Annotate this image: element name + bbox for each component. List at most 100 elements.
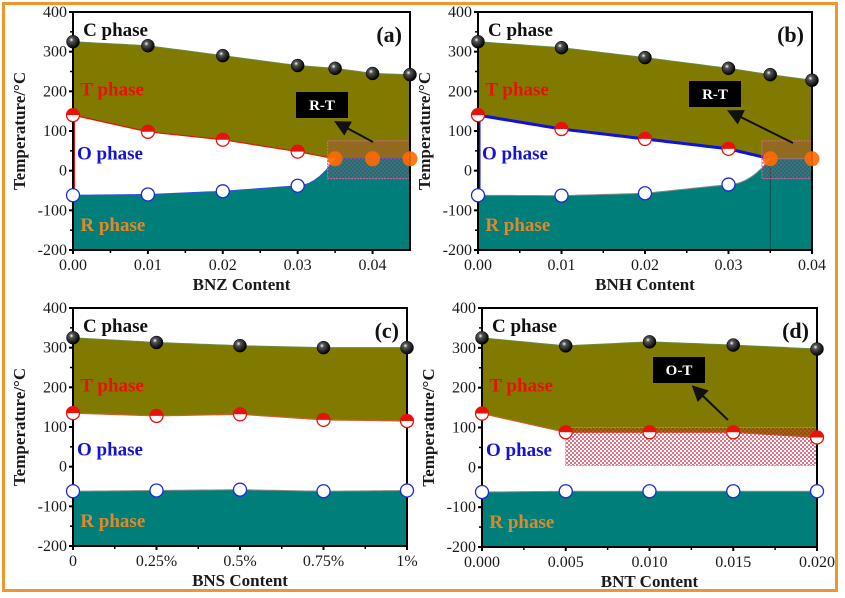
y-tick-label: -100 [447, 499, 476, 516]
y-tick-label: 300 [43, 340, 67, 357]
tot-data-point-fill [141, 125, 155, 132]
r-phase-region [73, 158, 410, 250]
phase-label-r: R phase [489, 512, 554, 533]
tc-data-point [763, 67, 777, 82]
r-phase-region [73, 489, 407, 546]
panel-a: R-T -200 -100 0 100 200 300 400 0.00 0.01 0.02 0.03… [10, 4, 418, 294]
tot-data-point-fill [216, 133, 230, 140]
y-tick-label: -100 [38, 498, 67, 515]
tc-data-point [149, 335, 164, 350]
tot-data-point-fill [555, 122, 568, 130]
tro-data-point [215, 184, 230, 199]
tc-data-point [471, 35, 485, 49]
tro-data-point [726, 484, 741, 499]
phase-label-r: R phase [485, 215, 550, 236]
tot-data-point-fill [400, 414, 414, 422]
x-tick-label: 0.01 [134, 257, 162, 274]
y-tick-label: -200 [443, 242, 472, 259]
tot-data-point-fill [475, 407, 489, 414]
x-tick-label: 0.00 [59, 257, 87, 274]
r-phase-region [482, 491, 817, 547]
figure-frame [2, 2, 838, 592]
t-phase-region [73, 337, 407, 422]
phase-label-t: T phase [485, 79, 549, 100]
x-tick-label: 0.04 [359, 257, 387, 274]
t-phase-region [73, 41, 410, 159]
y-tick-label: 100 [43, 419, 67, 436]
y-axis-title: Temperature/°C [419, 368, 438, 486]
panel-letter: (d) [782, 318, 809, 343]
annotation-arrow [727, 110, 794, 144]
tro-data-point [149, 483, 164, 498]
tc-data-point [328, 61, 342, 76]
panel-d: O-T -200 -100 0 100 200 300 400 0.000 0.005 0.010 0… [419, 300, 835, 591]
tro-data-point [558, 484, 573, 499]
x-tick-label: 1% [396, 553, 417, 570]
ot-boundary-line [477, 113, 768, 160]
y-tick-label: -200 [447, 539, 476, 556]
x-axis-title: BNT Content [601, 572, 699, 591]
tc-data-point [810, 342, 824, 356]
tro-data-point [140, 187, 156, 202]
tc-data-point [400, 340, 414, 355]
y-tick-label: 200 [43, 379, 67, 396]
t-phase-region [482, 337, 817, 438]
tc-data-point [290, 58, 305, 73]
tc-data-point [66, 35, 80, 49]
phase-label-c: C phase [488, 20, 553, 41]
x-tick-label: 0.010 [632, 554, 668, 571]
x-tick-label: 0.015 [715, 554, 751, 571]
x-tick-label: 0.75% [303, 553, 344, 570]
tro-data-point [637, 186, 653, 201]
tc-data-point [638, 50, 652, 65]
annotation-box [296, 92, 348, 118]
y-tick-label: 0 [59, 459, 67, 476]
y-tick-label: 0 [59, 163, 67, 180]
y-axis-title: Temperature/°C [10, 72, 29, 190]
y-tick-label: 0 [468, 459, 476, 476]
y-tick-label: 200 [43, 83, 67, 100]
tro-data-point [470, 188, 486, 203]
panel-c: -200 -100 0 100 200 300 400 0 0.25% 0.5% 0.75% 1% BN… [10, 300, 418, 590]
phase-label-t: T phase [80, 375, 144, 396]
x-tick-label: 0.5% [223, 553, 256, 570]
y-tick-label: 100 [43, 123, 67, 140]
x-tick-label: 0.005 [548, 554, 584, 571]
tc-data-point [141, 38, 155, 53]
tot-data-point-fill [233, 407, 247, 415]
trt-data-point [365, 151, 381, 167]
tc-data-point [365, 66, 380, 81]
y-tick-label: 300 [448, 44, 472, 61]
x-tick-label: 0.03 [284, 257, 312, 274]
phase-label-t: T phase [80, 79, 144, 100]
tc-data-point [559, 339, 573, 353]
c-boundary-line [72, 41, 411, 76]
tc-data-point [475, 331, 489, 345]
tot-data-point-fill [150, 409, 163, 416]
phase-label-r: R phase [80, 511, 145, 532]
tro-data-point [65, 484, 81, 499]
tot-data-point-fill [66, 108, 80, 116]
annotation-box [689, 81, 741, 107]
y-tick-label: 100 [448, 123, 472, 140]
panel-letter: (c) [375, 318, 399, 343]
panel-b: R-T -200 -100 0 100 200 300 400 0.00 0.01 0.02 0.03… [415, 4, 826, 294]
tot-data-point-fill [643, 425, 656, 433]
tot-data-point-fill [559, 425, 573, 433]
tc-data-point [805, 73, 819, 87]
x-tick-label: 0.02 [631, 257, 659, 274]
x-axis-title: BNH Content [595, 275, 695, 294]
x-tick-label: 0.00 [464, 257, 492, 274]
tot-data-point-fill [66, 406, 80, 414]
phase-label-o: O phase [77, 440, 143, 461]
x-tick-label: 0.02 [209, 257, 237, 274]
tro-data-point [474, 484, 490, 500]
tot-data-point-fill [291, 145, 305, 152]
tc-data-point [721, 61, 736, 76]
tro-data-point [232, 482, 248, 497]
tro-data-point [399, 483, 415, 498]
y-tick-label: 0 [464, 163, 472, 180]
trt-data-point [762, 151, 778, 167]
y-tick-label: 400 [448, 4, 472, 21]
y-tick-label: -200 [38, 242, 67, 259]
